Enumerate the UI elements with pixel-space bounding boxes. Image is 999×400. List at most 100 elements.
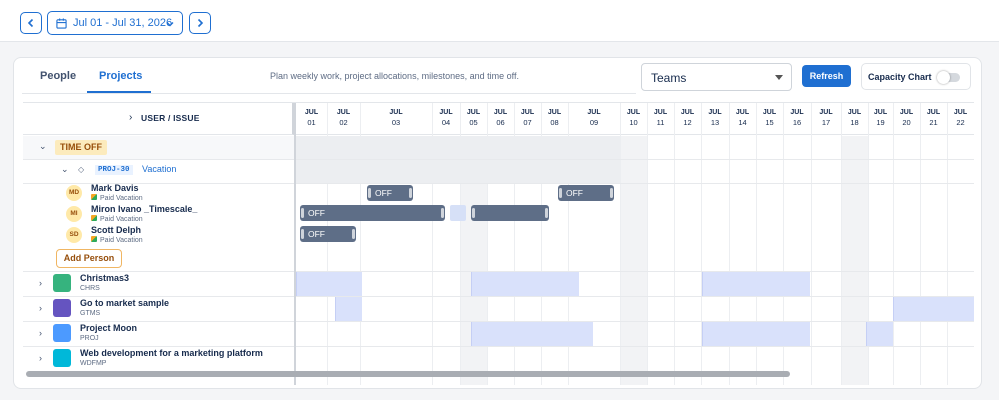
person-row: MD Mark Davis Paid Vacation bbox=[23, 183, 294, 203]
day-header: JUL 21 bbox=[920, 103, 947, 135]
column-divider bbox=[841, 103, 842, 385]
top-bar: Jul 01 - Jul 31, 2026 bbox=[0, 0, 999, 42]
day-month: JUL bbox=[708, 109, 722, 116]
allocation-block[interactable] bbox=[702, 322, 810, 346]
allocation-block[interactable] bbox=[866, 322, 893, 346]
allocation-block[interactable] bbox=[893, 297, 974, 321]
day-month: JUL bbox=[762, 109, 777, 116]
allocation-block[interactable] bbox=[702, 272, 810, 296]
person-name: Mark Davis bbox=[91, 183, 139, 193]
row-divider bbox=[23, 346, 974, 347]
chevron-down-icon[interactable]: ⌄ bbox=[39, 141, 47, 151]
add-person-button[interactable]: Add Person bbox=[56, 249, 122, 268]
column-divider bbox=[568, 103, 569, 385]
day-number: 02 bbox=[339, 118, 348, 127]
day-number: 18 bbox=[850, 118, 859, 127]
day-header: JUL 09 bbox=[568, 103, 620, 135]
day-number: 13 bbox=[710, 118, 720, 127]
scrollbar-thumb[interactable] bbox=[26, 371, 790, 377]
day-header: JUL 12 bbox=[674, 103, 701, 135]
next-period-button[interactable] bbox=[189, 12, 211, 34]
day-header: JUL 20 bbox=[893, 103, 920, 135]
day-number: 09 bbox=[589, 118, 599, 127]
column-splitter[interactable] bbox=[294, 103, 296, 385]
column-divider bbox=[947, 103, 948, 385]
day-month: JUL bbox=[899, 109, 914, 116]
timeline-grid: › USER / ISSUE JUL 01 JUL 02 JUL 03 JUL 04 JUL 05… bbox=[23, 102, 974, 385]
time-off-bar[interactable]: OFF bbox=[300, 226, 356, 242]
refresh-button[interactable]: Refresh bbox=[802, 65, 851, 87]
day-month: JUL bbox=[847, 109, 862, 116]
date-range-label: Jul 01 - Jul 31, 2026 bbox=[73, 17, 173, 29]
tab-people[interactable]: People bbox=[40, 70, 77, 82]
chevron-right-icon[interactable]: › bbox=[39, 303, 42, 313]
time-off-bar[interactable]: OFF bbox=[558, 185, 614, 201]
time-off-bar[interactable]: OFF bbox=[300, 205, 445, 221]
chevron-down-icon bbox=[166, 22, 174, 27]
day-month: JUL bbox=[389, 109, 403, 116]
prev-period-button[interactable] bbox=[20, 12, 42, 34]
tab-projects[interactable]: Projects bbox=[99, 70, 143, 82]
time-off-bar[interactable]: OFF bbox=[367, 185, 413, 201]
grid-header-left: › USER / ISSUE bbox=[23, 103, 294, 135]
chevron-right-icon bbox=[197, 18, 204, 28]
horizontal-scrollbar[interactable] bbox=[23, 371, 974, 379]
day-month: JUL bbox=[873, 109, 888, 116]
planner-panel: People Projects Plan weekly work, projec… bbox=[13, 57, 982, 389]
issue-key[interactable]: PROJ-30 bbox=[95, 165, 133, 175]
time-off-bar[interactable] bbox=[471, 205, 549, 221]
chevron-right-icon[interactable]: › bbox=[39, 278, 42, 288]
allocation-block[interactable] bbox=[296, 272, 362, 296]
teams-select[interactable]: Teams bbox=[641, 63, 792, 91]
moon-icon bbox=[53, 324, 71, 342]
column-divider bbox=[432, 103, 433, 385]
project-row[interactable]: › Christmas3 CHRS bbox=[23, 271, 294, 296]
chevron-right-icon[interactable]: › bbox=[39, 353, 42, 363]
day-number: 06 bbox=[496, 118, 505, 127]
user-issue-header: USER / ISSUE bbox=[141, 113, 200, 123]
day-month: JUL bbox=[304, 109, 319, 116]
row-divider bbox=[23, 271, 974, 272]
row-divider bbox=[23, 296, 974, 297]
monitor-icon bbox=[53, 349, 71, 367]
column-divider bbox=[868, 103, 869, 385]
capacity-chart-toggle[interactable] bbox=[937, 71, 960, 84]
time-off-group-row: ⌄ TIME OFF bbox=[23, 136, 294, 159]
day-number: 01 bbox=[307, 118, 316, 127]
calendar-icon bbox=[56, 17, 67, 29]
date-range-picker[interactable]: Jul 01 - Jul 31, 2026 bbox=[47, 11, 183, 35]
day-month: JUL bbox=[735, 109, 750, 116]
day-month: JUL bbox=[587, 109, 601, 116]
vacation-issue-row: ⌄ ◇ PROJ-30 Vacation bbox=[23, 159, 294, 183]
column-divider bbox=[674, 103, 675, 385]
avatar: SD bbox=[66, 227, 82, 243]
vacation-icon bbox=[91, 215, 97, 221]
day-header: JUL 19 bbox=[868, 103, 893, 135]
column-divider bbox=[729, 103, 730, 385]
project-code: WDFMP bbox=[80, 360, 107, 367]
expand-all-toggle[interactable]: › bbox=[129, 112, 133, 123]
column-divider bbox=[327, 103, 328, 385]
caret-down-icon bbox=[775, 75, 783, 80]
day-month: JUL bbox=[790, 109, 804, 116]
allocation-block[interactable] bbox=[471, 322, 593, 346]
chevron-down-icon[interactable]: ⌄ bbox=[61, 164, 69, 174]
planner-hint: Plan weekly work, project allocations, m… bbox=[270, 71, 519, 81]
chevron-right-icon[interactable]: › bbox=[39, 328, 42, 338]
day-month: JUL bbox=[680, 109, 695, 116]
project-name: Go to market sample bbox=[80, 298, 170, 308]
project-row[interactable]: › Web development for a marketing platfo… bbox=[23, 346, 294, 371]
allocation-block[interactable] bbox=[335, 297, 362, 321]
day-month: JUL bbox=[439, 109, 453, 116]
avatar: MD bbox=[66, 185, 82, 201]
allocation-block[interactable] bbox=[471, 272, 579, 296]
time-off-badge: TIME OFF bbox=[55, 140, 107, 155]
project-row[interactable]: › Go to market sample GTMS bbox=[23, 296, 294, 321]
person-row: MI Miron Ivano _Timescale_ Paid Vacation bbox=[23, 204, 294, 224]
day-headers: JUL 01 JUL 02 JUL 03 JUL 04 JUL 05 JUL 06 JUL 07 JUL 08… bbox=[296, 103, 974, 135]
teams-select-value: Teams bbox=[651, 71, 687, 85]
day-number: 03 bbox=[391, 118, 401, 127]
issue-title[interactable]: Vacation bbox=[142, 164, 177, 174]
column-divider bbox=[701, 103, 702, 385]
project-row[interactable]: › Project Moon PROJ bbox=[23, 321, 294, 346]
